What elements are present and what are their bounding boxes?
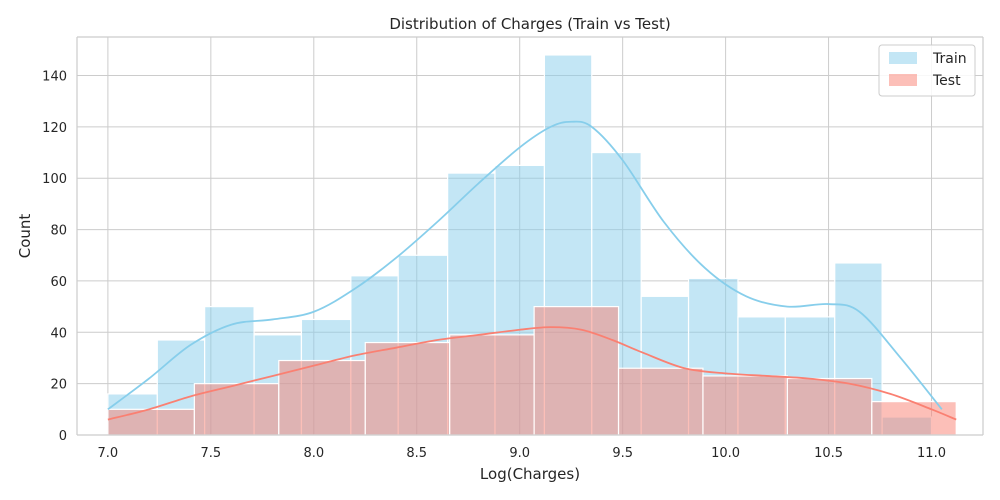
y-tick-label: 20 (50, 378, 67, 393)
histogram-test (107, 306, 957, 436)
y-tick-label: 80 (50, 224, 67, 239)
histogram-bar-test (786, 377, 873, 436)
y-tick-label: 120 (42, 121, 67, 136)
x-tick-label: 9.5 (612, 446, 633, 461)
histogram-bars (107, 54, 957, 436)
histogram-bar-test (702, 375, 788, 436)
y-tick-label: 60 (50, 275, 67, 290)
x-tick-label: 11.0 (917, 446, 946, 461)
x-tick-labels: 7.0 7.5 8.0 8.5 9.0 9.5 10.0 10.5 11.0 (98, 446, 946, 461)
y-tick-label: 140 (42, 70, 67, 85)
histogram-bar-test (871, 401, 957, 436)
histogram-bar-test (449, 334, 535, 436)
y-tick-label: 40 (50, 326, 67, 341)
x-tick-label: 8.5 (406, 446, 427, 461)
legend-label-test: Test (932, 73, 961, 89)
histogram-bar-test (533, 306, 620, 436)
kde-line-test (107, 326, 957, 421)
legend: Train Test (878, 44, 976, 97)
histogram-bar-test (107, 408, 195, 436)
y-axis-label: Count (16, 214, 34, 259)
x-tick-label: 10.5 (814, 446, 843, 461)
histogram-bar-test (617, 367, 704, 436)
legend-swatch-train (889, 52, 917, 64)
x-tick-label: 7.5 (200, 446, 221, 461)
x-tick-label: 9.0 (509, 446, 530, 461)
x-tick-label: 7.0 (98, 446, 119, 461)
x-axis-label: Log(Charges) (480, 465, 580, 483)
legend-label-train: Train (932, 51, 967, 67)
chart-title: Distribution of Charges (Train vs Test) (389, 15, 670, 33)
legend-swatch-test (889, 74, 917, 86)
x-tick-label: 8.0 (303, 446, 324, 461)
kde-curves (107, 120, 957, 421)
x-tick-label: 10.0 (711, 446, 740, 461)
axes-frame (76, 36, 984, 436)
y-tick-label: 100 (42, 172, 67, 187)
histogram-bar-test (364, 341, 451, 436)
y-tick-labels: 0 20 40 60 80 100 120 140 (42, 70, 67, 444)
y-tick-label: 0 (59, 429, 67, 444)
kde-line-train (107, 120, 943, 411)
